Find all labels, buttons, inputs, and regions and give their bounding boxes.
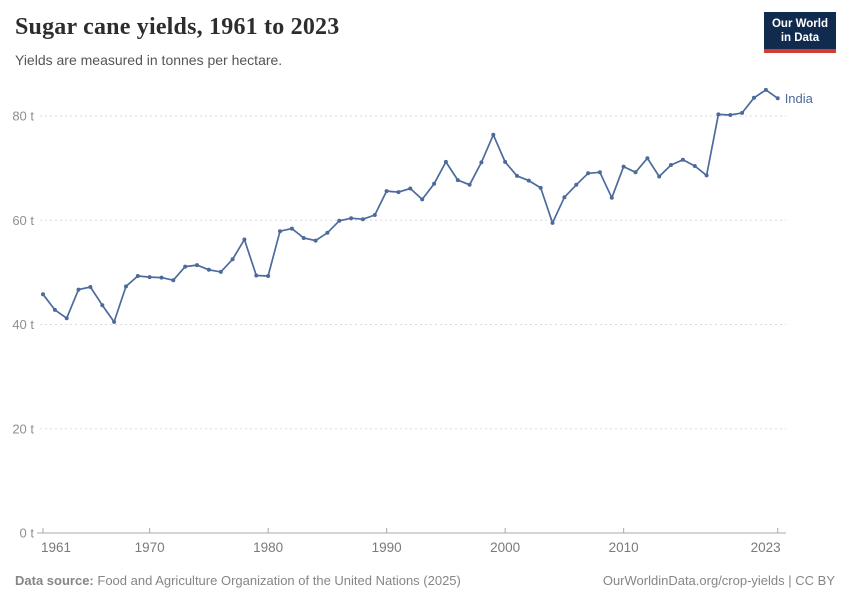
data-point[interactable] [88, 285, 93, 289]
data-point[interactable] [76, 287, 81, 292]
data-point[interactable] [349, 216, 354, 221]
entity-label[interactable]: India [785, 91, 814, 106]
data-point[interactable] [195, 263, 199, 268]
data-point[interactable] [230, 257, 235, 262]
data-point[interactable] [491, 132, 496, 137]
data-line[interactable] [42, 89, 779, 323]
series-india[interactable]: India [41, 87, 814, 324]
x-tick-label: 1990 [372, 540, 402, 555]
data-point[interactable] [669, 163, 673, 167]
data-source-note: Data source: Food and Agriculture Organi… [15, 573, 461, 588]
data-point[interactable] [396, 190, 401, 195]
owid-logo-line2: in Data [780, 32, 820, 44]
data-point[interactable] [550, 220, 555, 225]
data-point[interactable] [183, 264, 188, 269]
data-point[interactable] [372, 213, 377, 217]
y-tick-label: 0 t [20, 526, 35, 541]
data-point[interactable] [420, 197, 425, 202]
data-point[interactable] [124, 284, 128, 289]
data-point[interactable] [278, 229, 282, 234]
data-point[interactable] [680, 157, 685, 162]
data-point[interactable] [609, 195, 614, 200]
data-source-label: Data source: [15, 573, 94, 588]
y-gridlines [40, 115, 786, 430]
owid-logo[interactable]: Our World in Data [763, 12, 836, 53]
footer-link[interactable]: OurWorldinData.org/crop-yields | CC BY [602, 573, 835, 588]
data-point[interactable] [716, 112, 721, 117]
data-point[interactable] [752, 95, 756, 100]
data-point[interactable] [337, 218, 342, 223]
data-point[interactable] [112, 319, 117, 324]
data-point[interactable] [657, 174, 662, 179]
data-point[interactable] [432, 181, 437, 186]
data-point[interactable] [325, 230, 330, 235]
data-point[interactable] [135, 274, 140, 278]
data-point[interactable] [455, 178, 460, 183]
x-tick-label: 2000 [490, 540, 520, 555]
data-point[interactable] [171, 278, 176, 283]
data-point[interactable] [526, 178, 531, 183]
data-point[interactable] [503, 159, 508, 164]
owid-logo-line1: Our World [771, 18, 828, 30]
data-point[interactable] [301, 236, 306, 240]
data-point[interactable] [775, 96, 780, 101]
data-point[interactable] [597, 170, 602, 175]
data-point[interactable] [645, 156, 650, 161]
chart-subtitle: Yields are measured in tonnes per hectar… [15, 52, 283, 68]
y-tick-label: 40 t [12, 317, 34, 332]
data-point[interactable] [254, 273, 259, 278]
data-point[interactable] [740, 110, 745, 115]
data-point[interactable] [467, 182, 472, 187]
data-point[interactable] [266, 274, 271, 278]
data-point[interactable] [218, 269, 223, 274]
chart-footer: Data source: Food and Agriculture Organi… [15, 573, 835, 588]
data-point[interactable] [515, 173, 519, 178]
y-axis-labels: 0 t 20 t 40 t 60 t 80 t [12, 109, 34, 541]
data-point[interactable] [313, 238, 318, 243]
x-tick-label: 1970 [135, 540, 165, 555]
x-axis [37, 528, 786, 534]
data-point[interactable] [574, 182, 579, 187]
data-point[interactable] [562, 195, 567, 200]
data-point[interactable] [147, 275, 152, 280]
data-point[interactable] [52, 307, 57, 312]
data-point[interactable] [621, 164, 626, 169]
data-source-text: Food and Agriculture Organization of the… [97, 573, 461, 588]
data-point[interactable] [408, 186, 413, 191]
x-tick-label: 2023 [751, 540, 781, 555]
data-point[interactable] [692, 164, 697, 168]
data-point[interactable] [384, 189, 389, 194]
data-point[interactable] [704, 173, 709, 178]
data-point[interactable] [100, 303, 105, 308]
data-point[interactable] [763, 87, 768, 92]
y-tick-label: 60 t [12, 213, 34, 228]
data-point[interactable] [64, 316, 69, 321]
data-point[interactable] [289, 226, 294, 231]
data-point[interactable] [242, 237, 247, 242]
data-point[interactable] [41, 292, 45, 297]
data-point[interactable] [360, 217, 365, 222]
data-point[interactable] [586, 171, 591, 176]
x-tick-label: 1961 [41, 540, 71, 555]
x-axis-labels: 1961 1970 1980 1990 2000 2010 2023 [41, 540, 781, 555]
y-tick-label: 20 t [12, 421, 34, 436]
x-tick-label: 2010 [609, 540, 639, 555]
data-point[interactable] [728, 113, 733, 117]
data-point[interactable] [479, 160, 484, 165]
data-point[interactable] [443, 159, 448, 164]
chart-title: Sugar cane yields, 1961 to 2023 [15, 14, 340, 40]
x-tick-label: 1980 [253, 540, 283, 555]
data-point[interactable] [159, 275, 164, 280]
y-tick-label: 80 t [12, 109, 34, 124]
data-point[interactable] [633, 170, 638, 175]
data-point[interactable] [538, 185, 543, 190]
data-point[interactable] [206, 267, 211, 272]
